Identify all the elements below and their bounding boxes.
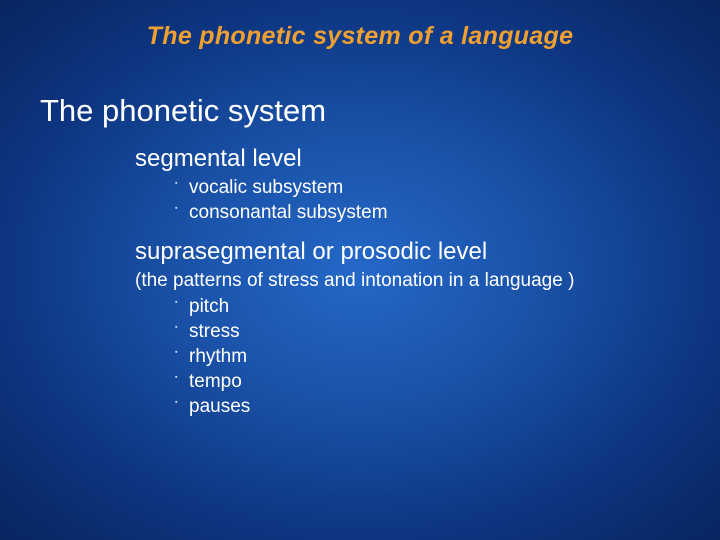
list-item: stress bbox=[175, 321, 680, 343]
list-item: pitch bbox=[175, 296, 680, 318]
segmental-level-label: segmental level bbox=[135, 145, 680, 173]
list-item: pauses bbox=[175, 396, 680, 418]
suprasegmental-note: (the patterns of stress and intonation i… bbox=[135, 270, 680, 292]
list-item: rhythm bbox=[175, 346, 680, 368]
slide-heading: The phonetic system bbox=[40, 93, 680, 129]
list-item: tempo bbox=[175, 371, 680, 393]
slide-container: The phonetic system of a language The ph… bbox=[0, 0, 720, 540]
segmental-items: vocalic subsystem consonantal subsystem bbox=[175, 177, 680, 224]
list-item: vocalic subsystem bbox=[175, 177, 680, 199]
list-item: consonantal subsystem bbox=[175, 202, 680, 224]
segmental-group: segmental level vocalic subsystem conson… bbox=[40, 145, 680, 224]
suprasegmental-level-label: suprasegmental or prosodic level bbox=[135, 238, 680, 266]
suprasegmental-group: suprasegmental or prosodic level (the pa… bbox=[40, 238, 680, 418]
suprasegmental-items: pitch stress rhythm tempo pauses bbox=[175, 296, 680, 418]
slide-title: The phonetic system of a language bbox=[40, 22, 680, 51]
